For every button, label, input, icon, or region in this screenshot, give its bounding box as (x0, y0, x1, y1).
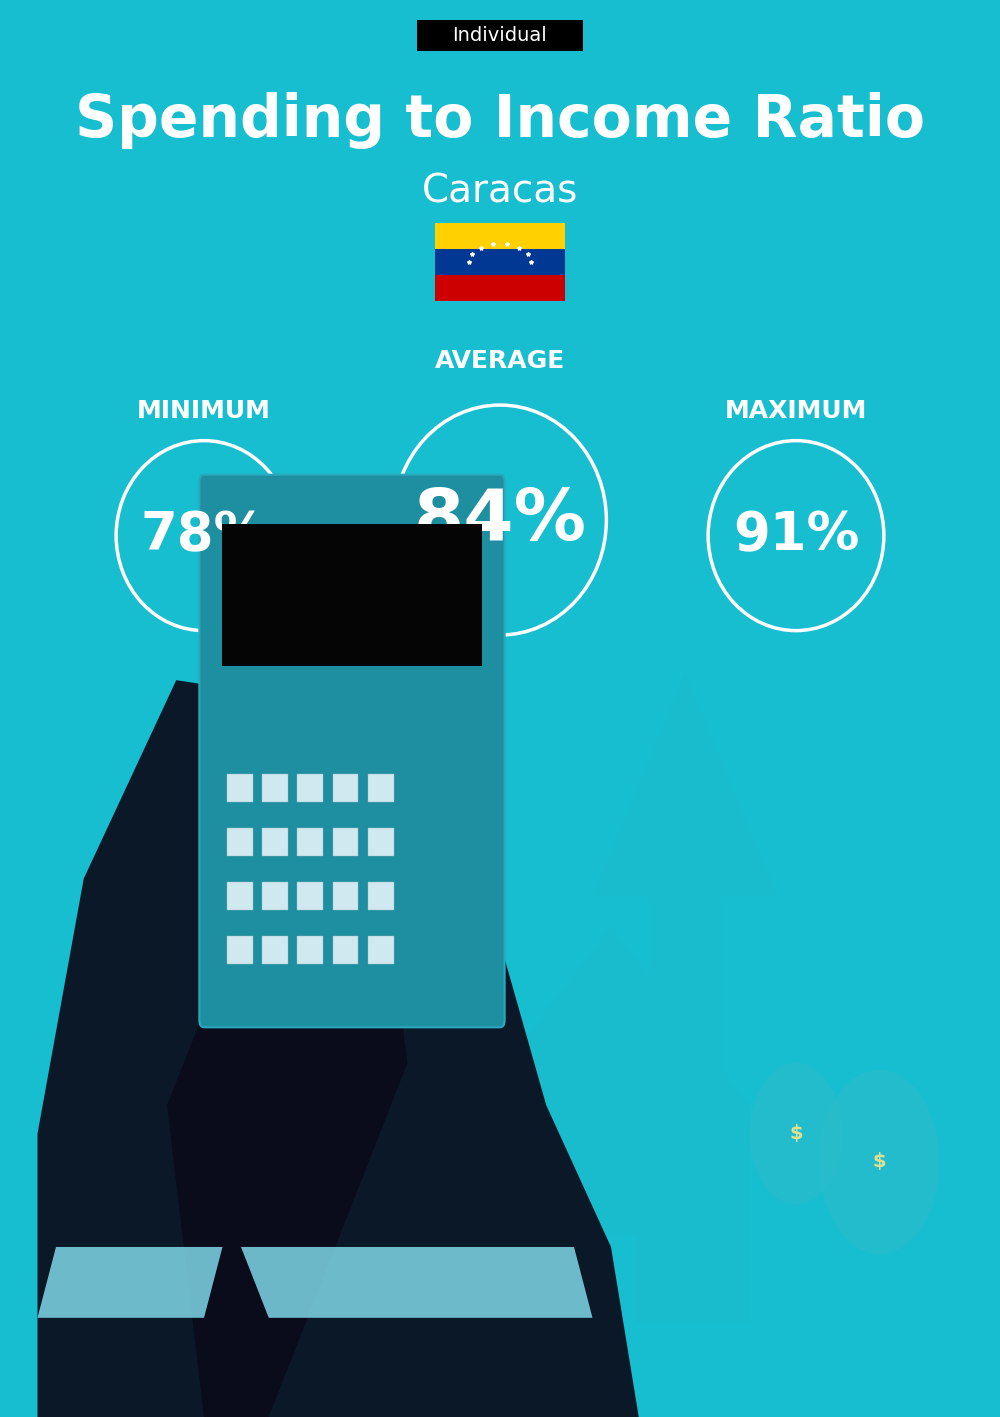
Text: Individual: Individual (453, 26, 547, 45)
Text: MAXIMUM: MAXIMUM (725, 400, 867, 422)
Bar (586, 1236, 636, 1323)
Text: MINIMUM: MINIMUM (137, 400, 271, 422)
Text: 84%: 84% (414, 486, 586, 554)
FancyBboxPatch shape (199, 475, 505, 1027)
Bar (262, 935, 288, 964)
Bar (227, 881, 253, 910)
FancyBboxPatch shape (417, 20, 583, 51)
Text: $: $ (789, 1124, 803, 1144)
Polygon shape (306, 694, 472, 1091)
Bar (333, 774, 358, 802)
Polygon shape (241, 1247, 592, 1318)
Bar (297, 828, 323, 856)
Bar (472, 1105, 750, 1323)
Bar (262, 774, 288, 802)
Text: Spending to Income Ratio: Spending to Income Ratio (75, 92, 925, 149)
Polygon shape (592, 673, 777, 1169)
Text: $: $ (872, 1152, 886, 1172)
Bar (333, 881, 358, 910)
Bar (297, 935, 323, 964)
Bar (368, 828, 394, 856)
Bar (435, 275, 565, 302)
Polygon shape (37, 680, 408, 1417)
Bar (297, 881, 323, 910)
Bar (435, 224, 565, 249)
Circle shape (750, 1063, 842, 1204)
Polygon shape (472, 927, 750, 1105)
Bar (333, 828, 358, 856)
Text: 78%: 78% (141, 510, 267, 561)
Circle shape (819, 1070, 939, 1254)
Bar (368, 881, 394, 910)
Bar (262, 881, 288, 910)
Bar (333, 935, 358, 964)
Bar (227, 774, 253, 802)
Bar (262, 828, 288, 856)
Bar (368, 935, 394, 964)
Text: AVERAGE: AVERAGE (435, 350, 565, 373)
Bar (227, 935, 253, 964)
Bar (297, 774, 323, 802)
Bar (368, 774, 394, 802)
Polygon shape (167, 708, 639, 1417)
Text: 91%: 91% (733, 510, 859, 561)
Bar (227, 828, 253, 856)
Bar (435, 249, 565, 275)
Bar (222, 524, 482, 666)
Polygon shape (37, 1247, 222, 1318)
Text: Caracas: Caracas (422, 173, 578, 210)
